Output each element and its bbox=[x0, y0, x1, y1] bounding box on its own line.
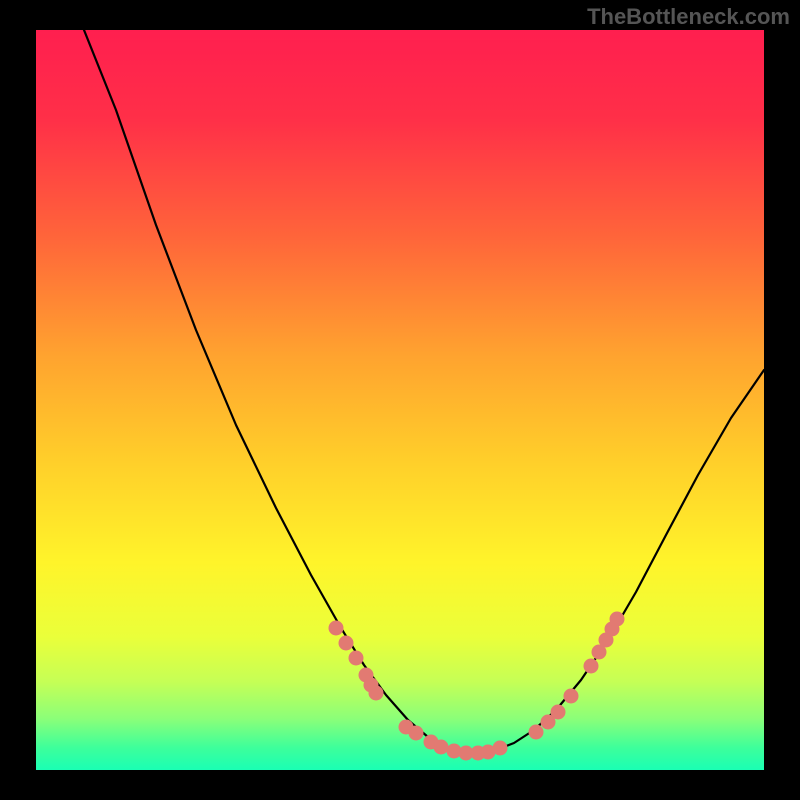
plot-area bbox=[36, 30, 764, 770]
data-dot bbox=[409, 726, 424, 741]
attribution-text: TheBottleneck.com bbox=[587, 4, 790, 30]
data-dot bbox=[434, 740, 449, 755]
data-dot bbox=[339, 636, 354, 651]
data-dot bbox=[584, 659, 599, 674]
data-dot bbox=[551, 705, 566, 720]
data-dot bbox=[329, 621, 344, 636]
data-dot bbox=[529, 725, 544, 740]
data-dot bbox=[610, 612, 625, 627]
chart-frame: TheBottleneck.com bbox=[0, 0, 800, 800]
data-dot bbox=[564, 689, 579, 704]
data-dot bbox=[369, 686, 384, 701]
data-dot bbox=[493, 741, 508, 756]
curve-layer bbox=[36, 30, 764, 770]
data-dot bbox=[349, 651, 364, 666]
bottleneck-curve bbox=[80, 30, 764, 753]
data-dots-group bbox=[329, 612, 625, 761]
